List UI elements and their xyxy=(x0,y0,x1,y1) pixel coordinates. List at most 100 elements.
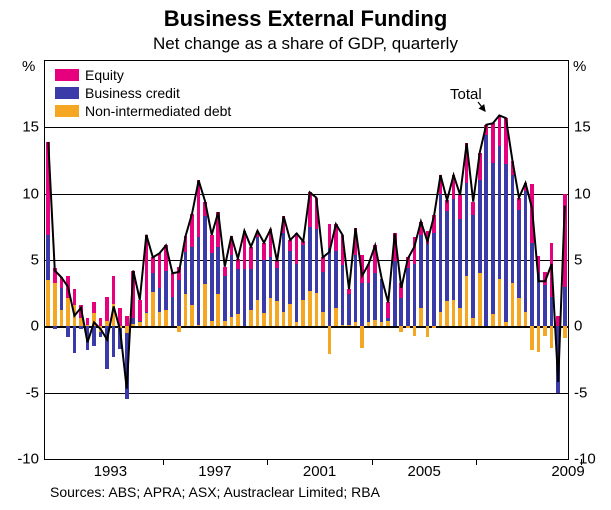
bar-segment xyxy=(131,324,135,327)
bar-segment xyxy=(393,261,397,326)
bar-segment xyxy=(256,300,260,327)
bar-segment xyxy=(269,298,273,326)
bar-segment xyxy=(321,257,325,272)
bar-segment xyxy=(413,237,417,264)
y-tick-right: 10 xyxy=(568,185,591,202)
bar-segment xyxy=(73,305,77,326)
bar-segment xyxy=(328,224,332,248)
bar-segment xyxy=(131,271,135,319)
bar-segment xyxy=(301,300,305,327)
bar-segment xyxy=(99,318,103,326)
bar-segment xyxy=(367,322,371,326)
bar-segment xyxy=(511,283,515,327)
bar-segment xyxy=(458,195,462,219)
total-annotation: Total xyxy=(450,86,482,103)
bar-segment xyxy=(380,279,384,323)
y-unit-left: % xyxy=(22,58,35,75)
bar-segment xyxy=(79,326,83,329)
bar-segment xyxy=(543,272,547,285)
bar-segment xyxy=(177,280,181,326)
grid-line xyxy=(45,393,568,394)
bar-segment xyxy=(46,142,50,235)
bar-segment xyxy=(138,300,142,321)
bar-segment xyxy=(556,316,560,327)
bar-segment xyxy=(426,231,430,244)
bar-segment xyxy=(138,322,142,326)
bar-segment xyxy=(249,247,253,270)
sources-text: Sources: ABS; APRA; ASX; Austraclear Lim… xyxy=(50,484,380,500)
bar-segment xyxy=(315,229,319,293)
bar-segment xyxy=(171,273,175,297)
bar-segment xyxy=(413,326,417,335)
bar-segment xyxy=(275,261,279,268)
bar-segment xyxy=(86,326,90,350)
bar-segment xyxy=(471,215,475,318)
x-tick-mark xyxy=(372,459,373,465)
y-tick-left: 10 xyxy=(22,185,45,202)
bar-segment xyxy=(550,297,554,326)
chart-title: Business External Funding xyxy=(0,6,611,32)
bar-segment xyxy=(491,163,495,314)
bar-segment xyxy=(164,271,168,311)
bar-segment xyxy=(79,305,83,318)
bar-segment xyxy=(288,251,292,304)
y-tick-right: -5 xyxy=(568,384,587,401)
grid-line xyxy=(45,194,568,195)
plot-area: EquityBusiness creditNon-intermediated d… xyxy=(44,60,569,460)
bar-segment xyxy=(432,326,436,327)
bar-segment xyxy=(445,211,449,301)
bar-segment xyxy=(498,115,502,146)
bar-segment xyxy=(99,332,103,337)
bar-segment xyxy=(328,326,332,354)
bar-segment xyxy=(145,235,149,312)
chart-container: Business External Funding Net change as … xyxy=(0,0,611,510)
bar-segment xyxy=(478,273,482,326)
bar-segment xyxy=(471,318,475,326)
bar-segment xyxy=(236,314,240,326)
bar-segment xyxy=(236,269,240,314)
bar-segment xyxy=(112,276,116,304)
bar-segment xyxy=(543,285,547,326)
bar-segment xyxy=(386,321,390,326)
bar-segment xyxy=(537,256,541,273)
bar-segment xyxy=(301,241,305,245)
bar-segment xyxy=(563,194,567,287)
bar-segment xyxy=(190,214,194,247)
bar-segment xyxy=(478,153,482,181)
bar-segment xyxy=(399,283,403,299)
x-tick-label: 2001 xyxy=(303,459,336,480)
bar-segment xyxy=(295,322,299,326)
bar-segment xyxy=(399,326,403,331)
bar-segment xyxy=(341,325,345,326)
bar-segment xyxy=(112,304,116,327)
bar-segment xyxy=(262,243,266,260)
bar-segment xyxy=(347,294,351,325)
bar-segment xyxy=(530,243,534,327)
y-tick-left: -5 xyxy=(26,384,45,401)
bar-segment xyxy=(445,301,449,326)
bar-segment xyxy=(439,312,443,327)
bar-segment xyxy=(92,302,96,313)
bar-segment xyxy=(203,216,207,284)
bar-segment xyxy=(79,318,83,326)
grid-line xyxy=(45,260,568,261)
bar-segment xyxy=(73,289,77,305)
bar-segment xyxy=(243,269,247,326)
bar-segment xyxy=(151,257,155,273)
bar-segment xyxy=(543,326,547,335)
bar-segment xyxy=(164,245,168,270)
bar-segment xyxy=(504,118,508,164)
bar-segment xyxy=(105,297,109,321)
bar-segment xyxy=(262,313,266,326)
bar-segment xyxy=(445,200,449,211)
bar-segment xyxy=(295,233,299,264)
chart-subtitle: Net change as a share of GDP, quarterly xyxy=(0,34,611,54)
bar-segment xyxy=(125,316,129,327)
bar-segment xyxy=(249,310,253,326)
x-tick-mark xyxy=(163,459,164,465)
bar-segment xyxy=(210,321,214,326)
bar-segment xyxy=(530,184,534,242)
bar-segment xyxy=(184,236,188,252)
bar-segment xyxy=(452,300,456,327)
bar-segment xyxy=(236,259,240,270)
